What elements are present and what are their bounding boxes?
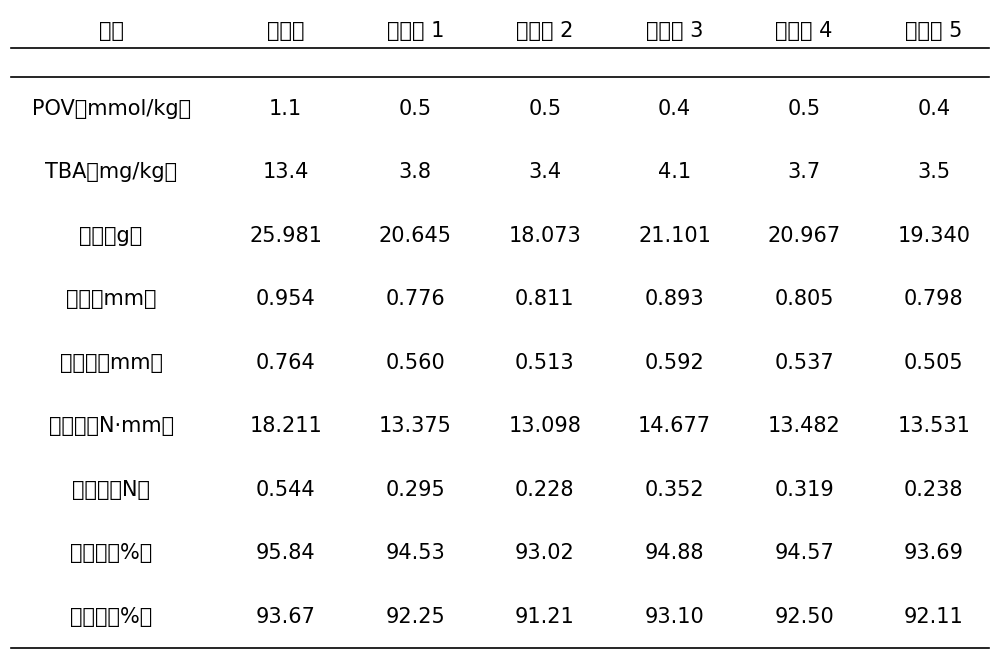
Text: 3.4: 3.4: [528, 162, 561, 182]
Text: 21.101: 21.101: [638, 226, 711, 246]
Text: 94.53: 94.53: [385, 543, 445, 564]
Text: 20.967: 20.967: [768, 226, 841, 246]
Text: 0.811: 0.811: [515, 290, 575, 310]
Text: 保油性（%）: 保油性（%）: [70, 607, 152, 627]
Text: 25.981: 25.981: [249, 226, 322, 246]
Text: 0.4: 0.4: [658, 99, 691, 119]
Text: 实施例 4: 实施例 4: [775, 21, 833, 41]
Text: 14.677: 14.677: [638, 416, 711, 436]
Text: 0.544: 0.544: [256, 480, 315, 500]
Text: 19.340: 19.340: [897, 226, 970, 246]
Text: 4.1: 4.1: [658, 162, 691, 182]
Text: 0.5: 0.5: [528, 99, 561, 119]
Text: 回复性（N）: 回复性（N）: [72, 480, 150, 500]
Text: TBA（mg/kg）: TBA（mg/kg）: [45, 162, 177, 182]
Text: 0.764: 0.764: [256, 353, 315, 373]
Text: 0.513: 0.513: [515, 353, 575, 373]
Text: 0.805: 0.805: [774, 290, 834, 310]
Text: 0.5: 0.5: [399, 99, 432, 119]
Text: 13.4: 13.4: [262, 162, 309, 182]
Text: 0.505: 0.505: [904, 353, 964, 373]
Text: 95.84: 95.84: [256, 543, 315, 564]
Text: 3.5: 3.5: [917, 162, 950, 182]
Text: 18.211: 18.211: [249, 416, 322, 436]
Text: 0.352: 0.352: [645, 480, 704, 500]
Text: 0.4: 0.4: [917, 99, 950, 119]
Text: 0.5: 0.5: [788, 99, 821, 119]
Text: 0.954: 0.954: [256, 290, 315, 310]
Text: 3.8: 3.8: [399, 162, 432, 182]
Text: 咀嚼性（N·mm）: 咀嚼性（N·mm）: [49, 416, 174, 436]
Text: 0.295: 0.295: [385, 480, 445, 500]
Text: 92.11: 92.11: [904, 607, 964, 627]
Text: 13.531: 13.531: [897, 416, 970, 436]
Text: 0.798: 0.798: [904, 290, 964, 310]
Text: 13.098: 13.098: [508, 416, 581, 436]
Text: 粘聚性（mm）: 粘聚性（mm）: [60, 353, 163, 373]
Text: 13.482: 13.482: [768, 416, 841, 436]
Text: 0.776: 0.776: [385, 290, 445, 310]
Text: 指标: 指标: [99, 21, 124, 41]
Text: 0.893: 0.893: [645, 290, 704, 310]
Text: 20.645: 20.645: [379, 226, 452, 246]
Text: 92.50: 92.50: [774, 607, 834, 627]
Text: 93.69: 93.69: [904, 543, 964, 564]
Text: 93.02: 93.02: [515, 543, 575, 564]
Text: 实施例 2: 实施例 2: [516, 21, 574, 41]
Text: 0.537: 0.537: [774, 353, 834, 373]
Text: 保水性（%）: 保水性（%）: [70, 543, 152, 564]
Text: 0.560: 0.560: [385, 353, 445, 373]
Text: 0.228: 0.228: [515, 480, 575, 500]
Text: 弹性（mm）: 弹性（mm）: [66, 290, 156, 310]
Text: 93.67: 93.67: [256, 607, 316, 627]
Text: 3.7: 3.7: [788, 162, 821, 182]
Text: 0.592: 0.592: [645, 353, 704, 373]
Text: 0.238: 0.238: [904, 480, 964, 500]
Text: 93.10: 93.10: [645, 607, 704, 627]
Text: 0.319: 0.319: [774, 480, 834, 500]
Text: 实施例 1: 实施例 1: [387, 21, 444, 41]
Text: 1.1: 1.1: [269, 99, 302, 119]
Text: 94.57: 94.57: [774, 543, 834, 564]
Text: POV（mmol/kg）: POV（mmol/kg）: [32, 99, 191, 119]
Text: 18.073: 18.073: [508, 226, 581, 246]
Text: 实施例 3: 实施例 3: [646, 21, 703, 41]
Text: 94.88: 94.88: [645, 543, 704, 564]
Text: 13.375: 13.375: [379, 416, 452, 436]
Text: 92.25: 92.25: [385, 607, 445, 627]
Text: 硬度（g）: 硬度（g）: [79, 226, 143, 246]
Text: 实施例 5: 实施例 5: [905, 21, 962, 41]
Text: 猪背膘: 猪背膘: [267, 21, 304, 41]
Text: 91.21: 91.21: [515, 607, 575, 627]
